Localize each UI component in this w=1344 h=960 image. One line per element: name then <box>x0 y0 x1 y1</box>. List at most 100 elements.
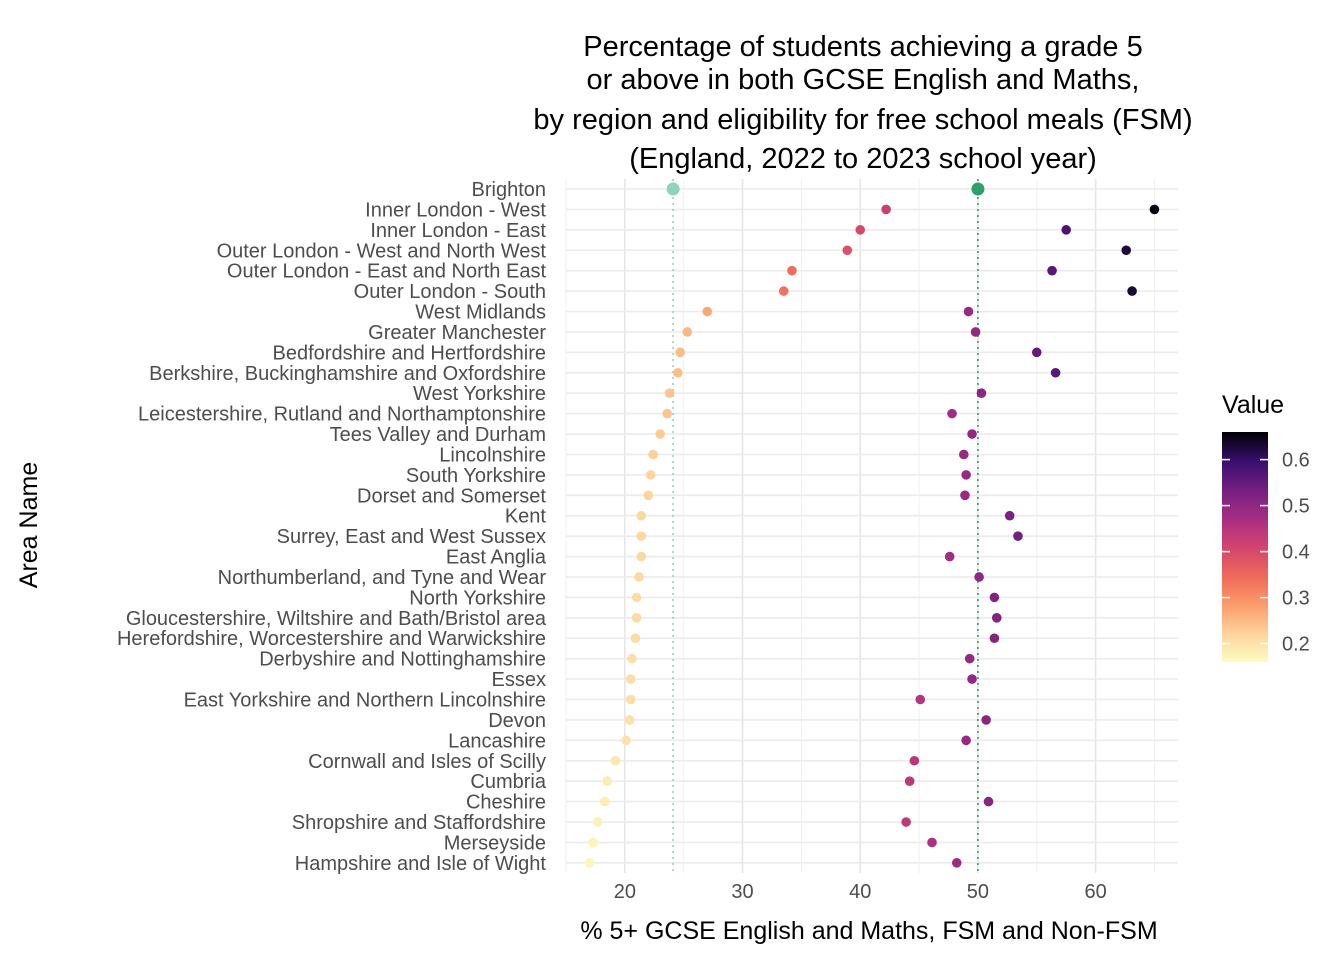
point-non-fsm <box>981 715 991 725</box>
y-tick-label: East Yorkshire and Northern Lincolnshire <box>184 690 546 712</box>
legend-colorbar <box>1222 432 1268 662</box>
data-points <box>584 182 1160 868</box>
y-tick-label: Hampshire and Isle of Wight <box>295 853 547 875</box>
legend-tick-label: 0.6 <box>1282 450 1310 472</box>
y-tick-label: Surrey, East and West Sussex <box>277 526 546 548</box>
point-fsm <box>645 470 656 480</box>
point-non-fsm <box>904 776 915 786</box>
point-non-fsm <box>983 796 994 807</box>
point-non-fsm <box>1061 225 1071 235</box>
y-tick-label: Inner London - West <box>365 199 546 221</box>
point-fsm <box>610 755 621 766</box>
point-fsm <box>666 182 680 196</box>
y-tick-label: South Yorkshire <box>406 465 546 487</box>
y-tick-label: Inner London - East <box>370 220 546 242</box>
x-tick-label: 30 <box>731 881 753 903</box>
y-tick-label: Outer London - West and North West <box>217 240 547 262</box>
point-fsm <box>627 653 637 664</box>
grid <box>565 179 1178 873</box>
y-tick-label: East Anglia <box>446 547 547 569</box>
y-tick-label: Bedfordshire and Hertfordshire <box>273 342 546 364</box>
point-fsm <box>600 796 610 807</box>
point-fsm <box>702 306 713 317</box>
point-fsm <box>631 613 642 623</box>
legend-tick-label: 0.3 <box>1282 588 1310 610</box>
point-fsm <box>584 858 595 868</box>
point-non-fsm <box>989 633 1000 644</box>
point-fsm <box>625 694 636 705</box>
y-tick-label: Essex <box>492 669 546 691</box>
point-fsm <box>634 572 644 582</box>
y-tick-label: Kent <box>505 506 547 528</box>
point-non-fsm <box>964 653 975 664</box>
title-line-2: or above in both GCSE English and Maths, <box>587 64 1140 96</box>
title-line-3: by region and eligibility for free schoo… <box>533 104 1192 136</box>
y-tick-label: Lancashire <box>448 730 546 752</box>
point-non-fsm <box>963 306 974 317</box>
color-legend: Value 0.2 0.3 0.4 0.5 0.6 <box>1222 391 1310 662</box>
point-non-fsm <box>961 735 971 746</box>
x-tick-label: 50 <box>967 881 989 903</box>
point-fsm <box>778 286 789 296</box>
point-fsm <box>625 674 636 684</box>
point-non-fsm <box>901 817 911 827</box>
point-non-fsm <box>1013 531 1023 541</box>
point-non-fsm <box>970 327 981 337</box>
point-non-fsm <box>927 837 937 848</box>
point-fsm <box>662 408 673 419</box>
point-non-fsm <box>909 755 920 766</box>
y-tick-label: Cumbria <box>470 771 546 793</box>
point-fsm <box>592 817 603 827</box>
y-tick-label: Northumberland, and Tyne and Wear <box>218 567 547 589</box>
point-non-fsm <box>967 429 977 439</box>
point-fsm <box>787 265 797 276</box>
point-fsm <box>675 347 685 358</box>
y-tick-label: Dorset and Somerset <box>357 485 546 507</box>
point-fsm <box>682 327 693 337</box>
y-axis-title: Area Name <box>15 462 43 588</box>
y-tick-label: Lincolnshire <box>439 444 546 466</box>
y-tick-label: North Yorkshire <box>409 587 546 609</box>
point-non-fsm <box>915 694 926 705</box>
point-fsm <box>636 510 647 521</box>
x-tick-label: 20 <box>614 881 636 903</box>
point-non-fsm <box>1050 367 1061 378</box>
y-tick-label: Outer London - South <box>354 281 546 303</box>
title-line-4: (England, 2022 to 2023 school year) <box>629 143 1097 175</box>
y-tick-label: Derbyshire and Nottinghamshire <box>259 649 546 671</box>
point-fsm <box>643 490 654 501</box>
reference-lines <box>672 179 979 873</box>
point-fsm <box>648 449 658 460</box>
point-non-fsm <box>1031 347 1042 358</box>
point-fsm <box>855 225 866 235</box>
y-tick-label: Cheshire <box>466 792 546 814</box>
point-non-fsm <box>974 572 984 582</box>
y-tick-label: Outer London - East and North East <box>227 261 547 283</box>
point-non-fsm <box>1121 245 1132 256</box>
y-tick-label: Leicestershire, Rutland and Northamptons… <box>138 404 546 426</box>
point-fsm <box>624 715 635 725</box>
point-fsm <box>655 429 665 439</box>
point-non-fsm <box>967 674 977 684</box>
point-non-fsm <box>1004 510 1015 521</box>
legend-tick-label: 0.4 <box>1282 542 1310 564</box>
y-tick-label: Tees Valley and Durham <box>330 424 546 446</box>
point-fsm <box>631 592 642 603</box>
y-tick-label: Merseyside <box>444 832 546 854</box>
point-fsm <box>881 204 891 215</box>
point-fsm <box>588 837 598 848</box>
x-tick-label: 60 <box>1084 881 1106 903</box>
title-line-1: Percentage of students achieving a grade… <box>583 31 1142 63</box>
point-fsm <box>636 531 647 541</box>
point-non-fsm <box>971 182 985 196</box>
y-tick-label: Cornwall and Isles of Scilly <box>308 751 546 773</box>
point-non-fsm <box>989 592 1000 603</box>
point-non-fsm <box>1047 265 1057 276</box>
chart-title: Percentage of students achieving a grade… <box>533 31 1192 175</box>
y-tick-label: Shropshire and Staffordshire <box>292 812 546 834</box>
point-non-fsm <box>1127 286 1137 296</box>
point-non-fsm <box>944 551 955 562</box>
